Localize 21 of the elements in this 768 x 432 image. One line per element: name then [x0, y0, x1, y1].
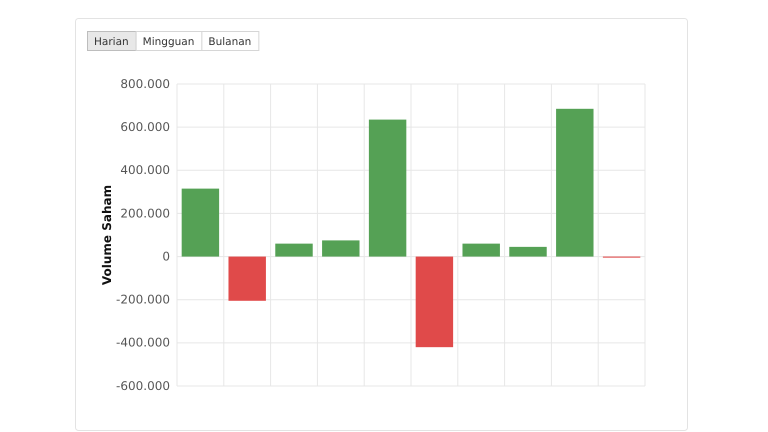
bar: [322, 240, 360, 257]
y-tick-label: -400.000: [116, 336, 170, 350]
y-tick-label: 800.000: [120, 76, 170, 91]
bar: [275, 244, 313, 257]
tab-button[interactable]: Harian: [87, 31, 137, 51]
tab-button[interactable]: Mingguan: [136, 31, 202, 51]
y-tick-label: -200.000: [116, 292, 170, 307]
y-tick-label: 0: [162, 249, 170, 264]
bar: [556, 108, 594, 257]
y-tick-label: 400.000: [120, 163, 170, 178]
y-tick-label: -600.000: [116, 378, 170, 393]
y-tick-label: 200.000: [120, 206, 170, 220]
bar: [228, 256, 266, 301]
y-axis-title: Volume Saham: [100, 184, 114, 286]
tab-button[interactable]: Bulanan: [201, 31, 260, 51]
y-tick-label: 600.000: [120, 120, 170, 134]
bar: [416, 256, 454, 348]
bar: [368, 120, 406, 257]
bar: [462, 244, 500, 257]
bar: [182, 188, 220, 257]
bar: [509, 246, 547, 257]
